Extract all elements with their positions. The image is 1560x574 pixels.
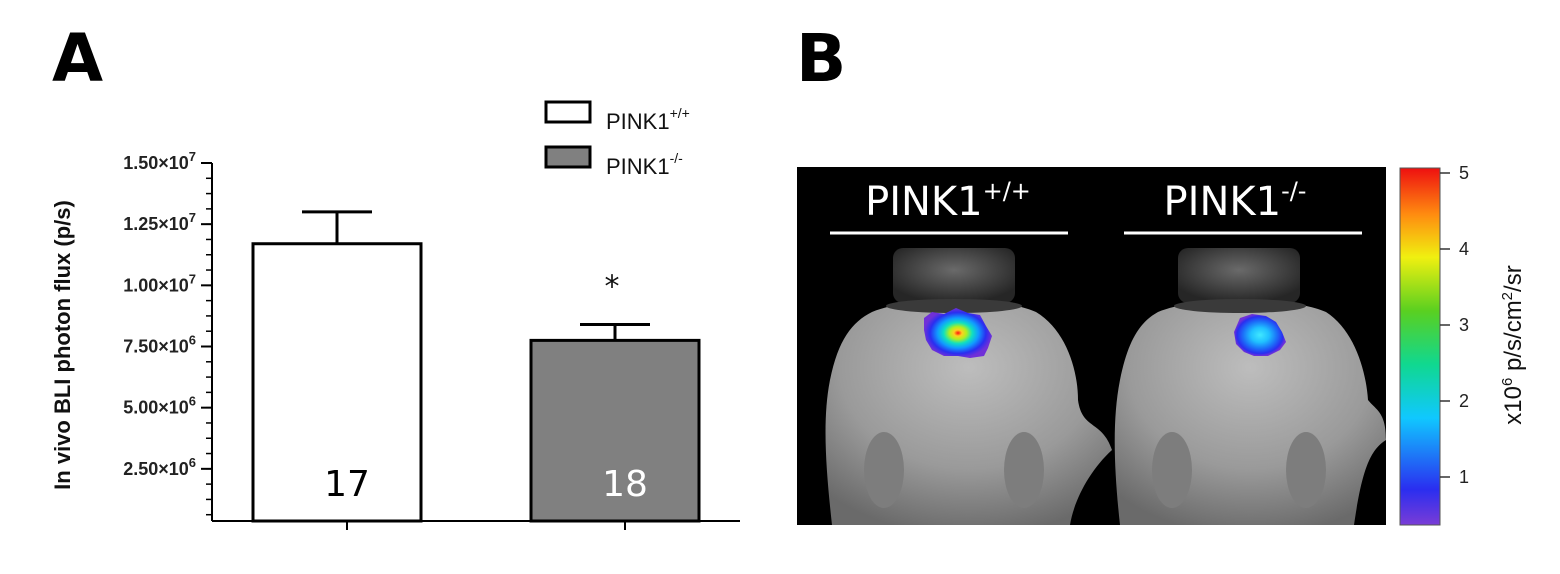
image-label-ko: PINK1-/- (1164, 177, 1307, 225)
y-axis-label: In vivo BLI photon flux (p/s) (50, 200, 75, 490)
colorbar-tick-label: 1 (1459, 467, 1469, 487)
bar-ko (529, 338, 701, 523)
mouse-wt-shoulder-left (864, 432, 904, 508)
bar-n-label: 17 (324, 464, 370, 505)
mouse-ko-head (1178, 248, 1300, 303)
panel-b-label: B (796, 20, 847, 97)
colorbar-tick-label: 2 (1459, 391, 1469, 411)
colorbar-ticks: 1 2 3 4 5 (1440, 163, 1469, 487)
legend-label-wt: PINK1+/+ (606, 105, 690, 134)
colorbar-gradient (1399, 167, 1441, 526)
bars-group: 17 18 * (251, 210, 701, 530)
significance-marker: * (605, 269, 620, 304)
colorbar-label: x106 p/s/cm2/sr (1499, 265, 1527, 424)
colorbar-tick-label: 4 (1459, 239, 1469, 259)
mouse-ko-shoulder-left (1152, 432, 1192, 508)
mouse-wt-image (825, 248, 1112, 525)
legend-swatch-wt (544, 100, 592, 124)
image-label-wt: PINK1+/+ (865, 177, 1031, 225)
y-tick-label: 2.50×106 (123, 455, 196, 479)
mouse-ko-shoulder-right (1286, 432, 1326, 508)
chart-legend: PINK1+/+ PINK1-/- (544, 100, 690, 179)
mouse-ko-collar (1174, 299, 1306, 313)
bli-image-panel: PINK1+/+ PINK1-/- 1 2 3 4 5 x106 p/s/cm2/sr (797, 163, 1527, 526)
bar-chart: PINK1+/+ PINK1-/- In vivo BLI photon flu… (50, 100, 740, 530)
colorbar: 1 2 3 4 5 x106 p/s/cm2/sr (1399, 163, 1527, 526)
mouse-wt-collar (886, 299, 1022, 313)
y-tick-label: 5.00×106 (123, 394, 196, 418)
legend-swatch-ko (544, 145, 592, 169)
colorbar-tick-label: 5 (1459, 163, 1469, 183)
y-tick-label: 1.50×107 (123, 149, 196, 173)
y-tick-label: 7.50×106 (123, 333, 196, 357)
mouse-wt-shoulder-right (1004, 432, 1044, 508)
bar-n-label: 18 (602, 464, 648, 505)
bli-signal-ko (1234, 314, 1286, 356)
y-tick-label: 1.00×107 (123, 271, 196, 295)
y-tick-label: 1.25×107 (123, 210, 196, 234)
mouse-ko-image (1114, 248, 1386, 525)
legend-label-ko: PINK1-/- (606, 150, 683, 179)
mouse-wt-head (893, 248, 1015, 303)
bar-wt (251, 242, 423, 523)
y-axis: 2.50×106 5.00×106 7.50×106 1.00×107 1.25×107… (123, 149, 740, 522)
bli-signal-wt (924, 308, 992, 358)
panel-a-label: A (52, 20, 104, 97)
colorbar-tick-label: 3 (1459, 315, 1469, 335)
